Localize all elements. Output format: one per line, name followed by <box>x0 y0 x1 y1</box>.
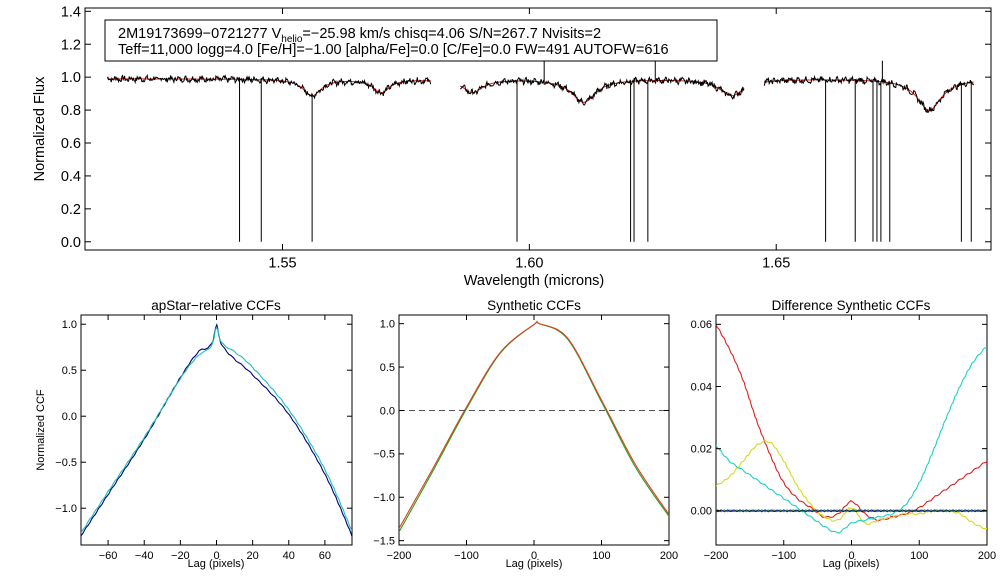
difference-y-tick-label: 0.04 <box>691 381 712 393</box>
apstar-y-tick-label: −1.0 <box>55 503 77 515</box>
spectrum-y-tick-label: 0.0 <box>61 235 81 251</box>
difference-series-diff-red <box>716 324 987 522</box>
synthetic-y-tick-label: −1.0 <box>373 492 395 504</box>
apstar-y-tick-label: −0.5 <box>55 457 77 469</box>
synthetic-y-tick-label: −1.5 <box>373 536 395 548</box>
difference-x-label: Lag (pixels) <box>823 558 880 570</box>
spectrum-x-ticks: 1.55 1.60 1.65 <box>268 8 790 272</box>
apstar-x-tick-label: 0 <box>213 550 219 562</box>
spectrum-y-tick-label: 1.4 <box>61 4 81 20</box>
apstar-x-tick-label: −20 <box>171 550 190 562</box>
header-star-id: 2M19173699−0721277 V <box>118 26 282 42</box>
apstar-x-label: Lag (pixels) <box>188 558 245 570</box>
synthetic-x-tick-label: −100 <box>454 550 479 562</box>
difference-title: Difference Synthetic CCFs <box>772 298 931 313</box>
apstar-y-tick-label: 0.5 <box>62 365 77 377</box>
spectrum-x-label: Wavelength (microns) <box>464 273 604 289</box>
spectrum-y-tick-label: 1.0 <box>61 70 81 86</box>
synthetic-x-label: Lag (pixels) <box>506 558 563 570</box>
difference-series-diff-yellow <box>716 440 987 530</box>
difference-series-diff-cyan <box>716 346 987 534</box>
apstar-x-tick-label: 20 <box>247 550 259 562</box>
synthetic-series-synth-green <box>399 320 669 533</box>
synthetic-x-tick-label: 200 <box>660 550 678 562</box>
apstar-series-ccf-1 <box>81 323 352 537</box>
header-stats: =−25.98 km/s chisq=4.06 S/N=267.7 Nvisit… <box>302 26 601 42</box>
apstar-x-tick-label: −60 <box>99 550 118 562</box>
spectrum-plot-frame <box>84 7 992 251</box>
spectrum-y-tick-label: 1.2 <box>61 37 81 53</box>
spectrum-observed-chip-2 <box>763 74 975 114</box>
synthetic-series-synth-red <box>399 320 669 529</box>
apstar-y-tick-label: 0.0 <box>62 411 77 423</box>
spectrum-x-tick-label: 1.65 <box>762 256 790 272</box>
apstar-y-ticks: −1.0 −0.5 0.0 0.5 1.0 <box>55 319 352 515</box>
apstar-plot-area <box>81 323 352 537</box>
synthetic-title: Synthetic CCFs <box>487 298 581 313</box>
apstar-y-label: Normalized CCF <box>35 389 47 471</box>
apstar-x-ticks: −60 −40 −20 0 20 40 60 <box>99 315 331 562</box>
synthetic-x-tick-label: −200 <box>387 550 412 562</box>
difference-x-tick-label: 0 <box>848 550 854 562</box>
spectrum-x-tick-label: 1.60 <box>515 256 543 272</box>
spectrum-y-label: Normalized Flux <box>32 76 48 181</box>
difference-x-tick-label: −100 <box>771 550 796 562</box>
spectrum-plot-area <box>106 55 975 242</box>
spectrum-x-tick-label: 1.55 <box>268 256 296 272</box>
apstar-x-tick-label: 40 <box>283 550 295 562</box>
synthetic-plot-frame <box>398 314 670 546</box>
difference-series-diff-blue <box>716 509 987 513</box>
difference-y-tick-label: 0.02 <box>691 443 712 455</box>
apstar-x-tick-label: −40 <box>135 550 154 562</box>
difference-x-tick-label: 200 <box>978 550 996 562</box>
synthetic-y-tick-label: 0.0 <box>380 405 395 417</box>
synthetic-y-ticks: −1.5 −1.0 −0.5 0.0 0.5 1.0 <box>373 319 669 548</box>
spectrum-panel: 1.55 1.60 1.65 0.0 0.2 0.4 0.6 0.8 1.0 1.2 1.4 2M… <box>32 4 992 289</box>
difference-plot-area <box>716 324 987 534</box>
synthetic-plot-area <box>399 320 669 533</box>
difference-y-tick-label: 0.06 <box>691 319 712 331</box>
apstar-y-tick-label: 1.0 <box>62 319 77 331</box>
spectrum-header-box <box>104 19 718 62</box>
spectrum-observed-chip-1 <box>459 76 745 106</box>
spectrum-y-tick-label: 0.8 <box>61 103 81 119</box>
spectrum-header-line2: Teff=11,000 logg=4.0 [Fe/H]=−1.00 [alpha… <box>118 42 669 58</box>
difference-y-ticks: 0.00 0.02 0.04 0.06 <box>691 319 987 518</box>
spectrum-header-line1: 2M19173699−0721277 Vhelio=−25.98 km/s ch… <box>118 26 601 45</box>
apstar-plot-frame <box>80 314 353 546</box>
spectrum-y-tick-label: 0.6 <box>61 136 81 152</box>
apstar-x-tick-label: 60 <box>319 550 331 562</box>
spectrum-observed-series <box>106 55 975 242</box>
spectrum-y-tick-label: 0.2 <box>61 202 81 218</box>
spectrum-y-ticks: 0.0 0.2 0.4 0.6 0.8 1.0 1.2 1.4 <box>61 4 991 251</box>
synthetic-x-ticks: −200 −100 0 100 200 <box>387 315 678 562</box>
apstar-series-ccf-2 <box>81 326 352 534</box>
synthetic-y-tick-label: 0.5 <box>380 362 395 374</box>
difference-x-tick-label: 100 <box>910 550 928 562</box>
difference-y-tick-label: 0.00 <box>691 506 712 518</box>
apstar-title: apStar−relative CCFs <box>151 298 281 313</box>
difference-x-tick-label: −200 <box>704 550 729 562</box>
spectrum-observed-chip-0 <box>106 73 432 100</box>
difference-ccf-panel: −200 −100 0 100 200 0.00 0.02 0.04 0.06 Differe… <box>691 298 997 570</box>
synthetic-y-tick-label: 1.0 <box>380 319 395 331</box>
synthetic-ccf-panel: −200 −100 0 100 200 −1.5 −1.0 −0.5 0.0 0.5 1.0 Sy… <box>373 298 678 570</box>
header-helio-subscript: helio <box>281 34 303 45</box>
apstar-ccf-panel: −60 −40 −20 0 20 40 60 −1.0 −0.5 0.0 0.5 1.0 apSta… <box>35 298 353 570</box>
synthetic-x-tick-label: 100 <box>592 550 610 562</box>
spectrum-model-chip-2 <box>763 79 974 111</box>
spectrum-y-tick-label: 0.4 <box>61 169 81 185</box>
synthetic-x-tick-label: 0 <box>531 550 537 562</box>
difference-x-ticks: −200 −100 0 100 200 <box>704 315 996 562</box>
synthetic-y-tick-label: −0.5 <box>373 449 395 461</box>
